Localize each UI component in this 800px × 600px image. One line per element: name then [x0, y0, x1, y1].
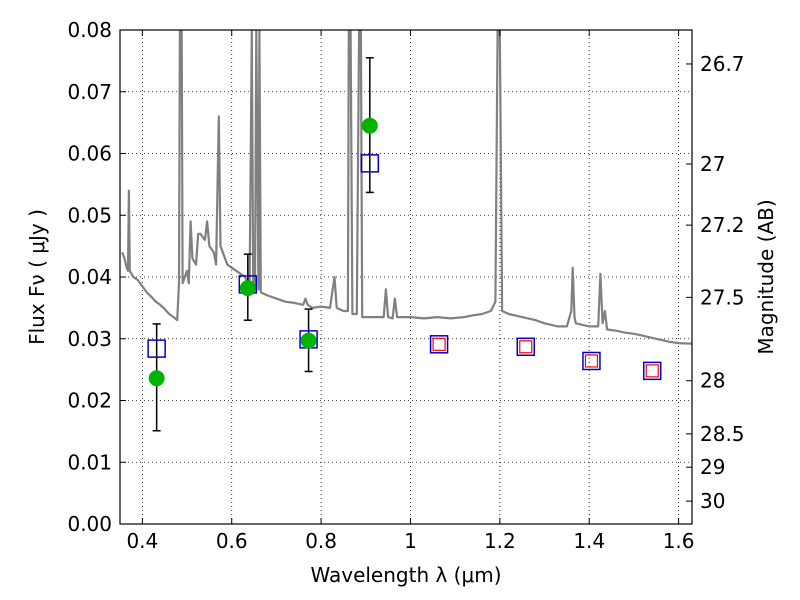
observed-point — [239, 280, 256, 297]
model-point-blue — [516, 337, 536, 357]
y-tick-label: 0.02 — [67, 389, 112, 413]
plot-area — [121, 30, 692, 432]
mag-tick-label: 27.2 — [700, 213, 745, 237]
x-tick-label: 1 — [404, 529, 417, 553]
axes-ticks: 0.4 0.6 0.8 1 1.2 1.4 1.6 0.00 0.01 0.02 0.03 0.04 0… — [67, 18, 744, 553]
x-tick-label: 1.6 — [663, 529, 695, 553]
x-tick-label: 0.4 — [126, 529, 158, 553]
y-tick-label: 0.03 — [67, 327, 112, 351]
model-point-red — [645, 364, 659, 378]
x-tick-label: 1.4 — [573, 529, 605, 553]
observed-point — [148, 370, 165, 387]
observed-point — [361, 117, 378, 134]
model-point-blue — [147, 339, 166, 358]
model-point-red — [432, 337, 446, 351]
mag-tick-label: 27 — [700, 152, 725, 176]
model-point-red — [584, 354, 599, 368]
y-axis-label: Flux Fν ( μJy ) — [25, 209, 49, 345]
model-point-blue — [642, 361, 662, 381]
observed-point — [300, 332, 317, 349]
x-tick-label: 0.8 — [305, 529, 337, 553]
mag-tick-label: 30 — [700, 489, 725, 513]
mag-tick-label: 29 — [700, 455, 725, 479]
mag-tick-label: 27.5 — [700, 285, 745, 309]
model-point-red — [519, 340, 533, 354]
x-tick-label: 1.2 — [484, 529, 516, 553]
mag-tick-label: 28 — [700, 369, 725, 393]
plot-background — [120, 30, 692, 524]
right-y-axis-label: Magnitude (AB) — [754, 199, 778, 354]
mag-tick-label: 28.5 — [700, 422, 745, 446]
model-point-blue — [429, 335, 449, 354]
y-tick-label: 0.00 — [67, 512, 112, 536]
y-tick-label: 0.06 — [67, 142, 112, 166]
y-tick-label: 0.07 — [67, 80, 112, 104]
model-point-blue — [582, 351, 601, 371]
x-tick-label: 0.6 — [216, 529, 248, 553]
model-point-blue — [360, 154, 380, 173]
y-tick-label: 0.04 — [67, 265, 112, 289]
mag-tick-label: 26.7 — [700, 52, 745, 76]
y-tick-label: 0.08 — [67, 18, 112, 42]
series-group — [121, 30, 692, 432]
x-axis-label: Wavelength λ (μm) — [310, 563, 501, 587]
y-tick-label: 0.01 — [67, 450, 112, 474]
y-tick-label: 0.05 — [67, 203, 112, 227]
spectrum-line — [121, 30, 692, 345]
